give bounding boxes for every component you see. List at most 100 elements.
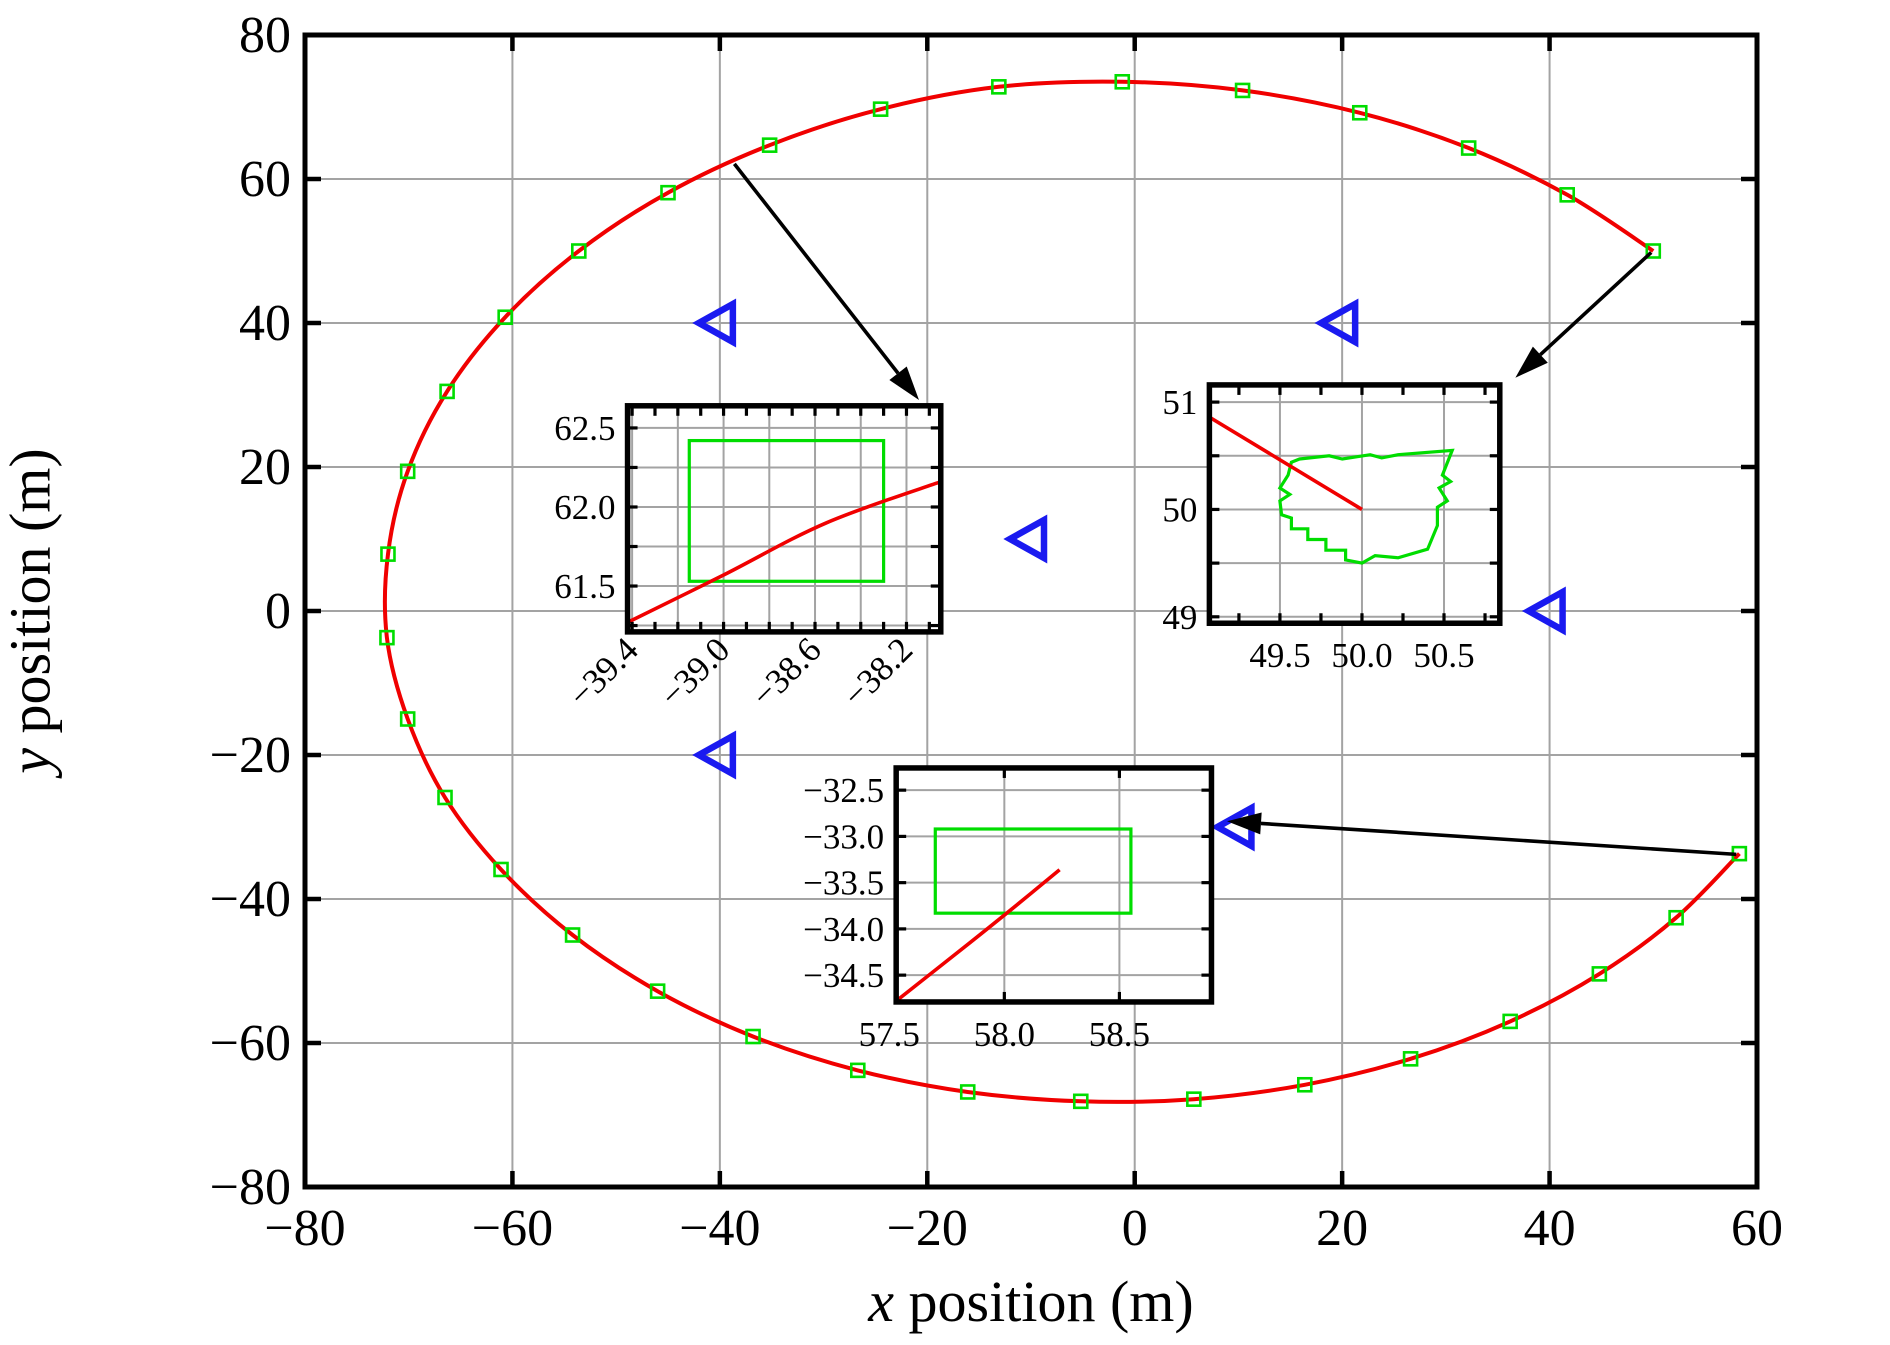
inset-uncertainty-box (687, 438, 886, 583)
inset-start-upper-right: 49.5 50.0 50.5 49 50 51 (1162, 382, 1503, 675)
y-tick-label: 80 (239, 7, 291, 64)
inset-y-tick-label: 62.5 (554, 409, 615, 448)
trajectory-marker-square (1297, 1076, 1313, 1093)
trajectory-marker-square (571, 243, 587, 259)
trajectory-marker-square (991, 79, 1007, 95)
trajectory-marker-square (660, 184, 676, 201)
inset-x-tick-label: 58.0 (974, 1015, 1035, 1054)
trajectory-marker-square (1072, 1093, 1089, 1110)
trajectory-marker-square (1114, 74, 1131, 90)
annotation-arrow-head (889, 366, 919, 401)
trajectory-marker-square (399, 711, 416, 727)
trajectory-marker-square (1591, 966, 1608, 982)
y-axis-title-var: y (0, 747, 63, 774)
inset-y-tick-label: −34.5 (803, 956, 884, 995)
inset-y-tick-label: 61.5 (554, 567, 615, 606)
y-tick-label: 20 (239, 439, 291, 496)
trajectory-marker-square (745, 1028, 761, 1045)
inset-trajectory-segment (627, 480, 941, 625)
inset-shapes (1209, 415, 1455, 565)
trajectory-marker-square (1186, 1091, 1202, 1107)
landmark-triangle-left (1003, 514, 1048, 564)
trajectory-marker-square (437, 789, 453, 806)
x-tick-label: −60 (472, 1200, 553, 1257)
inset-uncertainty-box (933, 827, 1133, 915)
inset-ticks (896, 767, 1212, 1002)
trajectory-marker-square (1460, 140, 1477, 156)
x-tick-label: −80 (264, 1200, 345, 1257)
main-ticks (302, 32, 1760, 1190)
inset-trajectory-segment (1209, 415, 1363, 511)
annotation-arrow-head (1515, 346, 1548, 378)
inset-background (627, 405, 941, 632)
trajectory-marker-square (959, 1084, 976, 1100)
landmark-triangle-left (1521, 586, 1566, 636)
y-tick-label: −40 (210, 871, 291, 928)
trajectory-marker-square (380, 546, 396, 562)
inset-y-tick-label: 49 (1162, 598, 1197, 637)
trajectory-marker-square (1559, 187, 1576, 203)
x-tick-label: 60 (1731, 1200, 1783, 1257)
inset-x-tick-label: 49.5 (1249, 636, 1310, 675)
inset-shapes (896, 827, 1133, 1002)
inset-grid (896, 767, 1212, 1002)
inset-background (896, 767, 1212, 1002)
y-tick-label: −60 (210, 1015, 291, 1072)
x-tick-label: 0 (1122, 1200, 1148, 1257)
trajectory-marker-square (379, 629, 395, 646)
trajectory-marker-square (761, 137, 778, 153)
y-axis-title: y position (m) (0, 448, 64, 773)
landmark-triangle-left (692, 730, 737, 780)
y-tick-label: 60 (239, 151, 291, 208)
trajectory-marker-square (1402, 1051, 1419, 1067)
inset-end-bottom: 57.5 58.0 58.5 −32.5 −33.0 −33.5 −34.0 −34.5 (803, 765, 1215, 1054)
inset-x-tick-label: 50.5 (1413, 636, 1474, 675)
x-tick-label: −40 (679, 1200, 760, 1257)
annotation-arrow-line (1260, 821, 1737, 857)
annotation-arrow-head (1227, 812, 1262, 835)
annotation-arrow-line (732, 162, 900, 375)
inset-ticks (1209, 384, 1500, 624)
x-axis-title: x position (m) (868, 1268, 1193, 1335)
inset-ticks (627, 405, 941, 632)
landmark-triangle-left (692, 298, 737, 348)
inset-y-tick-label: 51 (1162, 383, 1197, 422)
trajectory-marker-square (1645, 243, 1662, 259)
x-tick-label: 20 (1316, 1200, 1368, 1257)
y-tick-label: 40 (239, 295, 291, 352)
inset-y-tick-label: 50 (1162, 490, 1197, 529)
inset-shapes (627, 438, 941, 625)
trajectory-marker-square (439, 383, 455, 400)
trajectory-marker-square (1234, 82, 1251, 99)
inset-uncertainty-set (1277, 448, 1455, 565)
x-axis-title-var: x (868, 1269, 895, 1334)
x-axis-title-rest: position (m) (894, 1269, 1194, 1334)
landmarks (692, 298, 1566, 852)
y-tick-label: −80 (210, 1159, 291, 1216)
inset-border (893, 765, 1215, 1005)
trajectory-marker-square (1351, 104, 1368, 121)
annotation-arrow-line (1539, 251, 1653, 356)
x-tick-label: −20 (887, 1200, 968, 1257)
inset-x-tick-label: 57.5 (859, 1015, 920, 1054)
inset-border (624, 403, 944, 635)
inset-y-tick-label: 62.0 (554, 488, 615, 527)
trajectory-marker-square (1502, 1013, 1518, 1030)
trajectory-marker-square (1668, 909, 1684, 926)
trajectory-marker-square (872, 101, 889, 117)
y-tick-label: −20 (210, 727, 291, 784)
trajectory-marker-square (849, 1062, 866, 1079)
x-tick-label: 40 (1524, 1200, 1576, 1257)
trajectory-marker-square (493, 861, 509, 878)
inset-grid (627, 405, 941, 632)
inset-trajectory-segment (896, 868, 1061, 1002)
inset-y-tick-label: −33.5 (803, 864, 884, 903)
trajectory-marker-square (399, 463, 416, 480)
trajectory-path (382, 79, 1741, 1104)
trajectory-marker-square (649, 983, 666, 999)
annotation-arrow (1515, 251, 1653, 378)
trajectory-marker-square (497, 309, 513, 326)
inset-x-tick-label: 58.5 (1089, 1015, 1150, 1054)
